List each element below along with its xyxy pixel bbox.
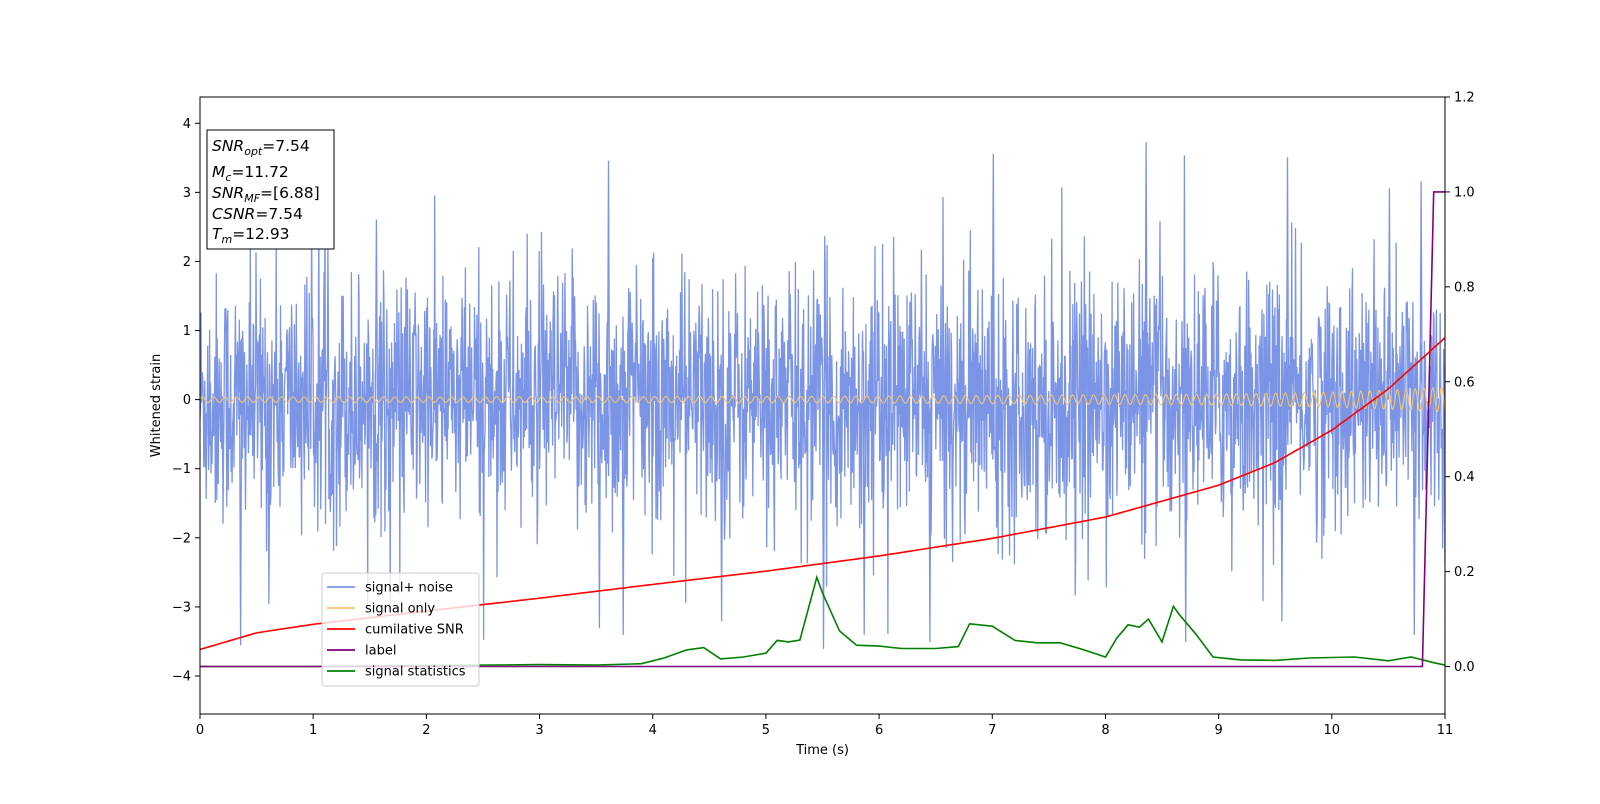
y-right-tick-label: 0.8 bbox=[1454, 280, 1475, 295]
y-right-tick-label: 0.0 bbox=[1454, 660, 1475, 675]
y-right-tick-label: 0.6 bbox=[1454, 375, 1475, 390]
x-tick-label: 7 bbox=[988, 723, 996, 738]
x-tick-label: 8 bbox=[1101, 723, 1109, 738]
x-tick-label: 5 bbox=[762, 723, 770, 738]
y-tick-label: 4 bbox=[183, 117, 191, 132]
x-tick-label: 11 bbox=[1437, 723, 1454, 738]
y-tick-label: 1 bbox=[183, 324, 191, 339]
info-box bbox=[206, 129, 335, 250]
x-tick-label: 2 bbox=[422, 723, 430, 738]
legend-label: signal only bbox=[365, 602, 435, 617]
legend-label: signal+ noise bbox=[365, 581, 453, 596]
x-tick-label: 0 bbox=[196, 723, 204, 738]
x-tick-label: 9 bbox=[1214, 723, 1222, 738]
x-tick-label: 4 bbox=[649, 723, 657, 738]
x-tick-label: 3 bbox=[535, 723, 543, 738]
y-right-tick-label: 0.2 bbox=[1454, 565, 1475, 580]
legend-box bbox=[321, 572, 480, 687]
y-tick-label: −3 bbox=[172, 600, 191, 615]
info-line: SNRMF=[6.88] bbox=[212, 184, 320, 205]
series-signal-noise-line bbox=[200, 141, 1445, 650]
legend-label: signal statistics bbox=[365, 665, 466, 680]
legend-label: cumilative SNR bbox=[365, 623, 464, 638]
y-tick-label: −4 bbox=[172, 669, 191, 684]
info-line: Mc=11.72 bbox=[212, 163, 289, 184]
x-tick-label: 10 bbox=[1324, 723, 1341, 738]
legend-label: label bbox=[365, 644, 396, 659]
x-tick-label: 1 bbox=[309, 723, 317, 738]
plot-frame bbox=[199, 96, 1446, 715]
y-axis-title: Whitened strain bbox=[149, 354, 164, 457]
y-right-tick-label: 0.4 bbox=[1454, 470, 1475, 485]
y-tick-label: 0 bbox=[183, 393, 191, 408]
y-tick-label: −1 bbox=[172, 462, 191, 477]
y-tick-label: 3 bbox=[183, 186, 191, 201]
x-axis-title: Time (s) bbox=[795, 743, 849, 758]
info-line: CSNR=7.54 bbox=[212, 205, 303, 223]
series-label-line bbox=[200, 191, 1445, 668]
y-right-tick-label: 1.2 bbox=[1454, 91, 1475, 106]
y-right-tick-label: 1.0 bbox=[1454, 185, 1475, 200]
info-line: SNRopt=7.54 bbox=[212, 137, 310, 158]
info-line: Tm=12.93 bbox=[212, 225, 290, 246]
y-tick-label: −2 bbox=[172, 531, 191, 546]
y-tick-label: 2 bbox=[183, 255, 191, 270]
series-signal-only-line bbox=[200, 386, 1445, 413]
series-signal-statistics-line bbox=[200, 574, 1445, 668]
x-tick-label: 6 bbox=[875, 723, 883, 738]
